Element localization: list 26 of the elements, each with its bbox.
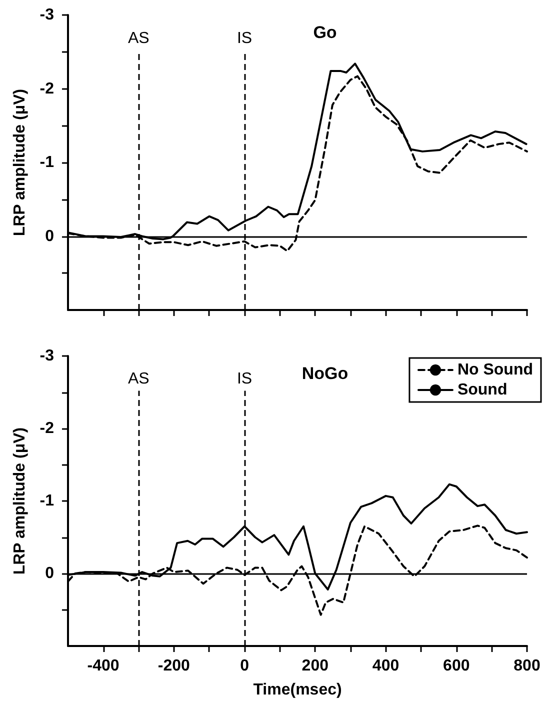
x-tick-label: 600 [443, 658, 470, 674]
y-tick-label: -3 [40, 6, 54, 24]
x-tick-label: 800 [514, 658, 540, 674]
y-tick-label: 0 [45, 565, 54, 582]
x-axis-title: Time(msec) [253, 682, 342, 698]
ref-line-label: AS [128, 370, 150, 388]
legend-label: No Sound [457, 362, 534, 378]
y-tick-label: -3 [40, 348, 54, 364]
x-tick-label: 200 [302, 658, 329, 674]
x-tick-label: 0 [240, 658, 250, 674]
y-tick-label: -1 [40, 154, 54, 171]
x-tick-label: -200 [158, 658, 190, 674]
y-tick-label: 0 [45, 228, 54, 245]
text: Go [313, 23, 337, 42]
y-axis-title: LRP amplitude (μV) [12, 88, 28, 236]
text: NoGo [302, 364, 348, 383]
ref-line-label: IS [236, 370, 252, 388]
y-tick-label: -2 [40, 80, 54, 98]
y-tick-label: -1 [40, 492, 54, 510]
x-tick-label: 400 [372, 658, 400, 674]
legend-label: Sound [457, 382, 508, 398]
y-tick-label: -2 [40, 420, 54, 437]
x-tick-label: -400 [87, 658, 120, 674]
ref-line-label: IS [236, 30, 252, 47]
y-axis-title: LRP amplitude (μV) [12, 427, 28, 575]
ref-line-label: AS [128, 30, 150, 47]
